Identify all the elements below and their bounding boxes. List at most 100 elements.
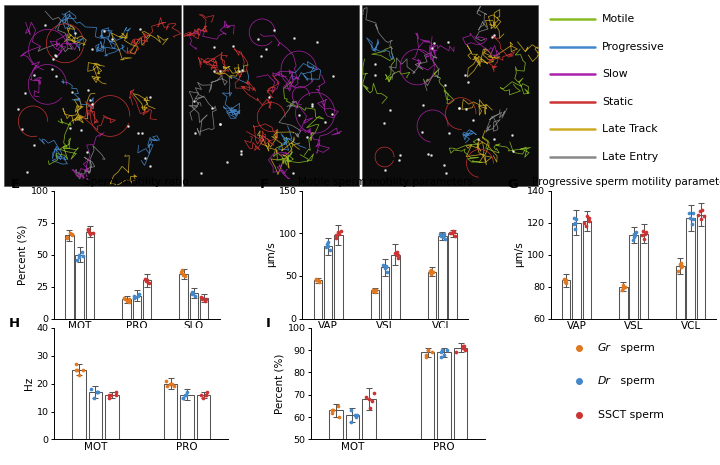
- Bar: [66, 235, 73, 319]
- Point: [428, 269, 439, 276]
- Point: [312, 276, 324, 284]
- Point: [684, 214, 696, 221]
- Point: [194, 391, 206, 399]
- Point: [425, 268, 436, 275]
- Point: [677, 262, 688, 270]
- Bar: [562, 280, 570, 319]
- Point: [559, 279, 571, 287]
- Point: [321, 241, 333, 248]
- Point: [76, 248, 87, 256]
- Point: [675, 264, 687, 271]
- Point: [446, 230, 458, 237]
- Point: [323, 242, 334, 250]
- Bar: [132, 296, 141, 319]
- Point: [93, 388, 104, 396]
- Point: [64, 229, 76, 237]
- Point: [200, 296, 212, 303]
- Point: [161, 377, 172, 385]
- Point: [70, 360, 81, 368]
- Point: [637, 227, 649, 234]
- Point: [378, 261, 390, 269]
- Bar: [428, 272, 436, 319]
- Point: [350, 413, 361, 421]
- Point: [336, 227, 347, 234]
- Point: [423, 346, 434, 354]
- Point: [326, 407, 338, 414]
- Point: [392, 251, 404, 259]
- Point: [84, 231, 96, 238]
- Point: [582, 213, 593, 220]
- Point: [364, 396, 375, 403]
- Text: G: G: [508, 178, 518, 191]
- Point: [128, 294, 140, 302]
- Point: [320, 243, 331, 251]
- Point: [420, 353, 432, 360]
- Bar: [89, 392, 102, 439]
- Point: [370, 286, 382, 293]
- Point: [438, 351, 450, 359]
- Point: [66, 231, 77, 238]
- Point: [346, 407, 357, 414]
- Point: [629, 232, 641, 239]
- Point: [333, 413, 345, 421]
- Text: Slow: Slow: [602, 69, 628, 79]
- Point: [176, 266, 188, 273]
- Title: Progressive sperm motility parameters: Progressive sperm motility parameters: [532, 177, 720, 187]
- Bar: [629, 235, 638, 319]
- Text: sperm: sperm: [617, 376, 655, 386]
- Bar: [582, 221, 591, 319]
- Point: [369, 286, 381, 294]
- Point: [200, 391, 212, 399]
- Point: [129, 293, 140, 300]
- Text: sperm: sperm: [617, 343, 655, 353]
- Point: [118, 294, 130, 302]
- Text: I: I: [266, 317, 271, 330]
- Bar: [381, 267, 390, 319]
- Point: [639, 230, 651, 238]
- Bar: [449, 233, 456, 319]
- Point: [380, 262, 392, 269]
- Point: [687, 209, 698, 217]
- Point: [437, 233, 449, 240]
- Point: [197, 296, 208, 303]
- Point: [186, 289, 197, 297]
- Text: SSCT sperm: SSCT sperm: [598, 410, 664, 420]
- Point: [379, 265, 390, 272]
- Text: E: E: [11, 178, 20, 191]
- Point: [573, 344, 585, 352]
- Point: [698, 213, 710, 220]
- Bar: [334, 235, 343, 319]
- Point: [445, 230, 456, 237]
- Point: [426, 266, 437, 273]
- Point: [196, 294, 207, 302]
- Text: Dr: Dr: [598, 376, 611, 386]
- Point: [672, 267, 683, 274]
- Point: [629, 233, 640, 241]
- Point: [141, 276, 153, 284]
- Bar: [122, 299, 131, 319]
- Point: [91, 388, 103, 396]
- Bar: [105, 395, 119, 439]
- Bar: [179, 274, 188, 319]
- Point: [617, 281, 629, 289]
- Point: [326, 409, 338, 416]
- Point: [177, 394, 189, 401]
- Point: [189, 292, 201, 299]
- Bar: [4, 5, 181, 186]
- Point: [323, 238, 334, 246]
- Point: [176, 272, 188, 279]
- Point: [696, 216, 707, 223]
- Point: [91, 388, 103, 396]
- Point: [164, 380, 176, 387]
- Text: H: H: [9, 317, 20, 330]
- Point: [367, 287, 379, 295]
- Point: [640, 228, 652, 236]
- Point: [570, 216, 582, 223]
- Text: Gr: Gr: [598, 343, 611, 353]
- Point: [201, 388, 212, 396]
- Bar: [676, 266, 685, 319]
- Point: [89, 394, 100, 401]
- Bar: [697, 215, 705, 319]
- Point: [457, 342, 469, 349]
- Point: [559, 276, 571, 284]
